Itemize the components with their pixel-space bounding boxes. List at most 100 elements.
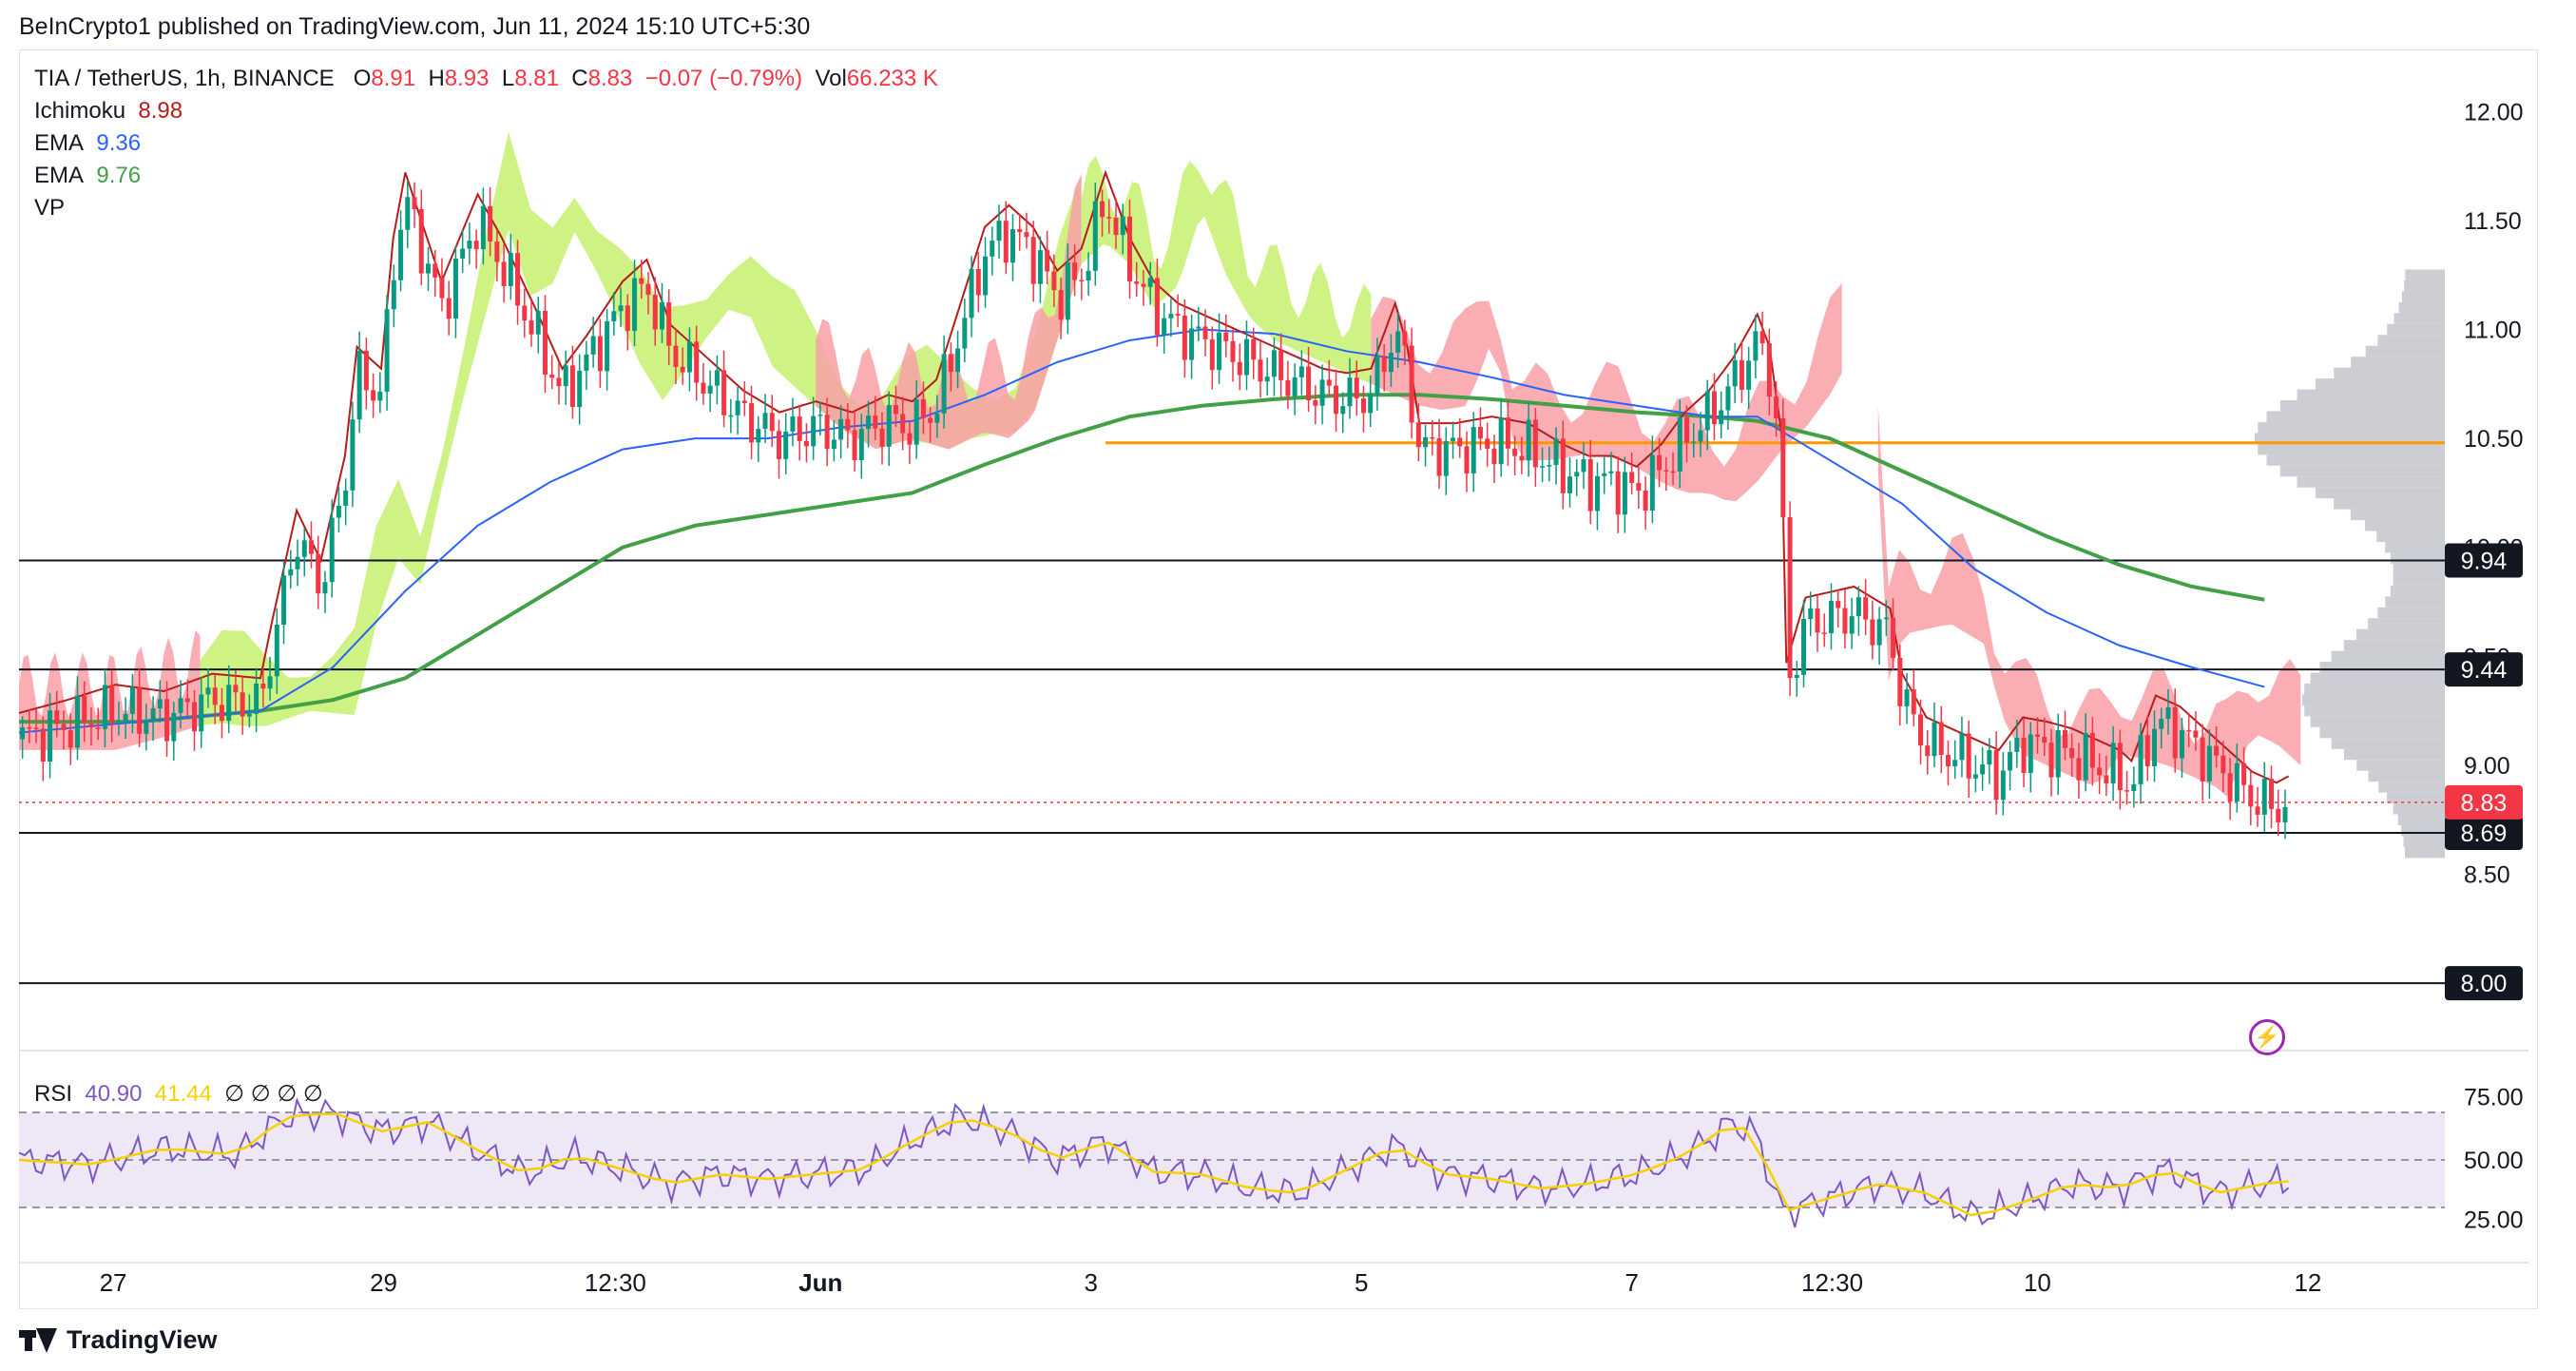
- vol-label: Vol: [815, 66, 847, 91]
- candle-body: [1381, 356, 1387, 373]
- candle-body: [102, 685, 107, 729]
- candle-body: [920, 399, 926, 418]
- candle-body: [900, 414, 906, 434]
- candle-body: [1815, 608, 1820, 633]
- vp-bar: [2351, 357, 2445, 368]
- candle-body: [1657, 454, 1663, 471]
- publish-info: BeInCrypto1 published on TradingView.com…: [19, 13, 811, 40]
- candle-body: [1932, 722, 1937, 757]
- cloud-segment-4: [1371, 282, 1842, 502]
- candle-body: [1629, 472, 1635, 483]
- candle-body: [1753, 331, 1759, 361]
- candle-body: [2089, 732, 2095, 768]
- vp-bar: [2319, 662, 2445, 673]
- candle-body: [969, 268, 974, 319]
- candle-body: [735, 400, 740, 415]
- candle-body: [1491, 448, 1497, 465]
- candle-body: [522, 305, 528, 321]
- candle-body: [1911, 689, 1916, 715]
- candle-body: [329, 517, 335, 583]
- candle-body: [2144, 735, 2150, 766]
- vp-bar: [2393, 574, 2445, 586]
- candle-body: [1719, 410, 1724, 425]
- vp-row[interactable]: VP: [34, 192, 938, 224]
- candle-body: [1759, 331, 1765, 344]
- vp-bar: [2404, 280, 2445, 292]
- candle-body: [1959, 733, 1965, 761]
- rsi-tick-label: 75.00: [2464, 1085, 2524, 1111]
- candle-body: [267, 676, 273, 689]
- candle-body: [2124, 790, 2130, 792]
- ichimoku-row[interactable]: Ichimoku 8.98: [34, 95, 938, 127]
- candle-body: [1574, 472, 1580, 477]
- candle-body: [707, 385, 713, 394]
- y-tick-label: 10.50: [2464, 426, 2524, 453]
- candle-body: [171, 712, 177, 742]
- candle-body: [873, 415, 878, 429]
- ema2-row[interactable]: EMA 9.76: [34, 160, 938, 192]
- vp-bar: [2334, 498, 2445, 510]
- tradingview-footer[interactable]: TradingView: [19, 1325, 218, 1355]
- candle-body: [1498, 417, 1504, 465]
- candle-body: [412, 197, 417, 210]
- vp-bar: [2310, 672, 2445, 684]
- candle-body: [1326, 379, 1332, 386]
- candle-body: [1836, 600, 1841, 608]
- close-label: C: [571, 66, 588, 91]
- symbol-name[interactable]: TIA / TetherUS, 1h, BINANCE: [34, 66, 335, 91]
- candle-body: [996, 221, 1002, 241]
- candle-body: [74, 695, 80, 748]
- candle-body: [1849, 616, 1855, 634]
- candle-body: [2048, 743, 2054, 778]
- candle-body: [336, 505, 341, 518]
- level-label-box: [2445, 652, 2523, 687]
- candle-body: [2248, 784, 2254, 807]
- candle-body: [164, 699, 170, 742]
- candle-body: [831, 439, 836, 450]
- candle-body: [1883, 617, 1889, 620]
- vp-bar: [2377, 335, 2445, 346]
- candle-body: [2172, 707, 2178, 759]
- lightning-icon[interactable]: ⚡: [2249, 1019, 2285, 1055]
- rsi-legend[interactable]: RSI 40.90 41.44 ∅ ∅ ∅ ∅: [34, 1080, 323, 1108]
- candle-body: [1670, 471, 1676, 473]
- candle-body: [749, 402, 755, 443]
- candle-body: [33, 727, 39, 729]
- candle-body: [893, 405, 898, 415]
- candle-body: [1058, 290, 1064, 320]
- candle-body: [701, 382, 706, 394]
- ema1-label: EMA: [34, 130, 85, 156]
- x-tick-label: 12:30: [1801, 1268, 1863, 1297]
- candle-body: [2055, 729, 2061, 778]
- cloud-segment-5: [1877, 405, 2301, 797]
- candle-body: [144, 721, 149, 734]
- candle-body: [1100, 201, 1105, 218]
- candle-body: [975, 268, 981, 296]
- candle-body: [405, 197, 411, 230]
- candle-body: [480, 205, 486, 250]
- candle-body: [2206, 745, 2212, 782]
- candle-body: [1732, 359, 1738, 387]
- time-axis: 27 29 12:30 Jun 3 5 7 12:30 10 12: [19, 1262, 2528, 1297]
- candle-body: [1154, 278, 1160, 336]
- candle-body: [452, 258, 458, 319]
- candle-body: [2000, 770, 2006, 801]
- candle-body: [1030, 237, 1036, 284]
- candle-body: [1217, 332, 1222, 371]
- candle-body: [1471, 427, 1476, 474]
- ema1-row[interactable]: EMA 9.36: [34, 127, 938, 160]
- candle-body: [549, 375, 555, 378]
- candle-body: [212, 687, 218, 705]
- candle-body: [1134, 281, 1140, 284]
- y-tick-label: 11.00: [2464, 318, 2522, 344]
- candle-body: [1615, 471, 1621, 515]
- vp-bar: [2377, 607, 2445, 619]
- candle-body: [569, 365, 575, 408]
- vp-bar: [2397, 814, 2445, 825]
- candle-body: [529, 320, 534, 335]
- candle-body: [1017, 229, 1023, 233]
- candle-body: [1202, 326, 1208, 339]
- candle-body: [577, 370, 583, 408]
- candle-body: [625, 305, 630, 331]
